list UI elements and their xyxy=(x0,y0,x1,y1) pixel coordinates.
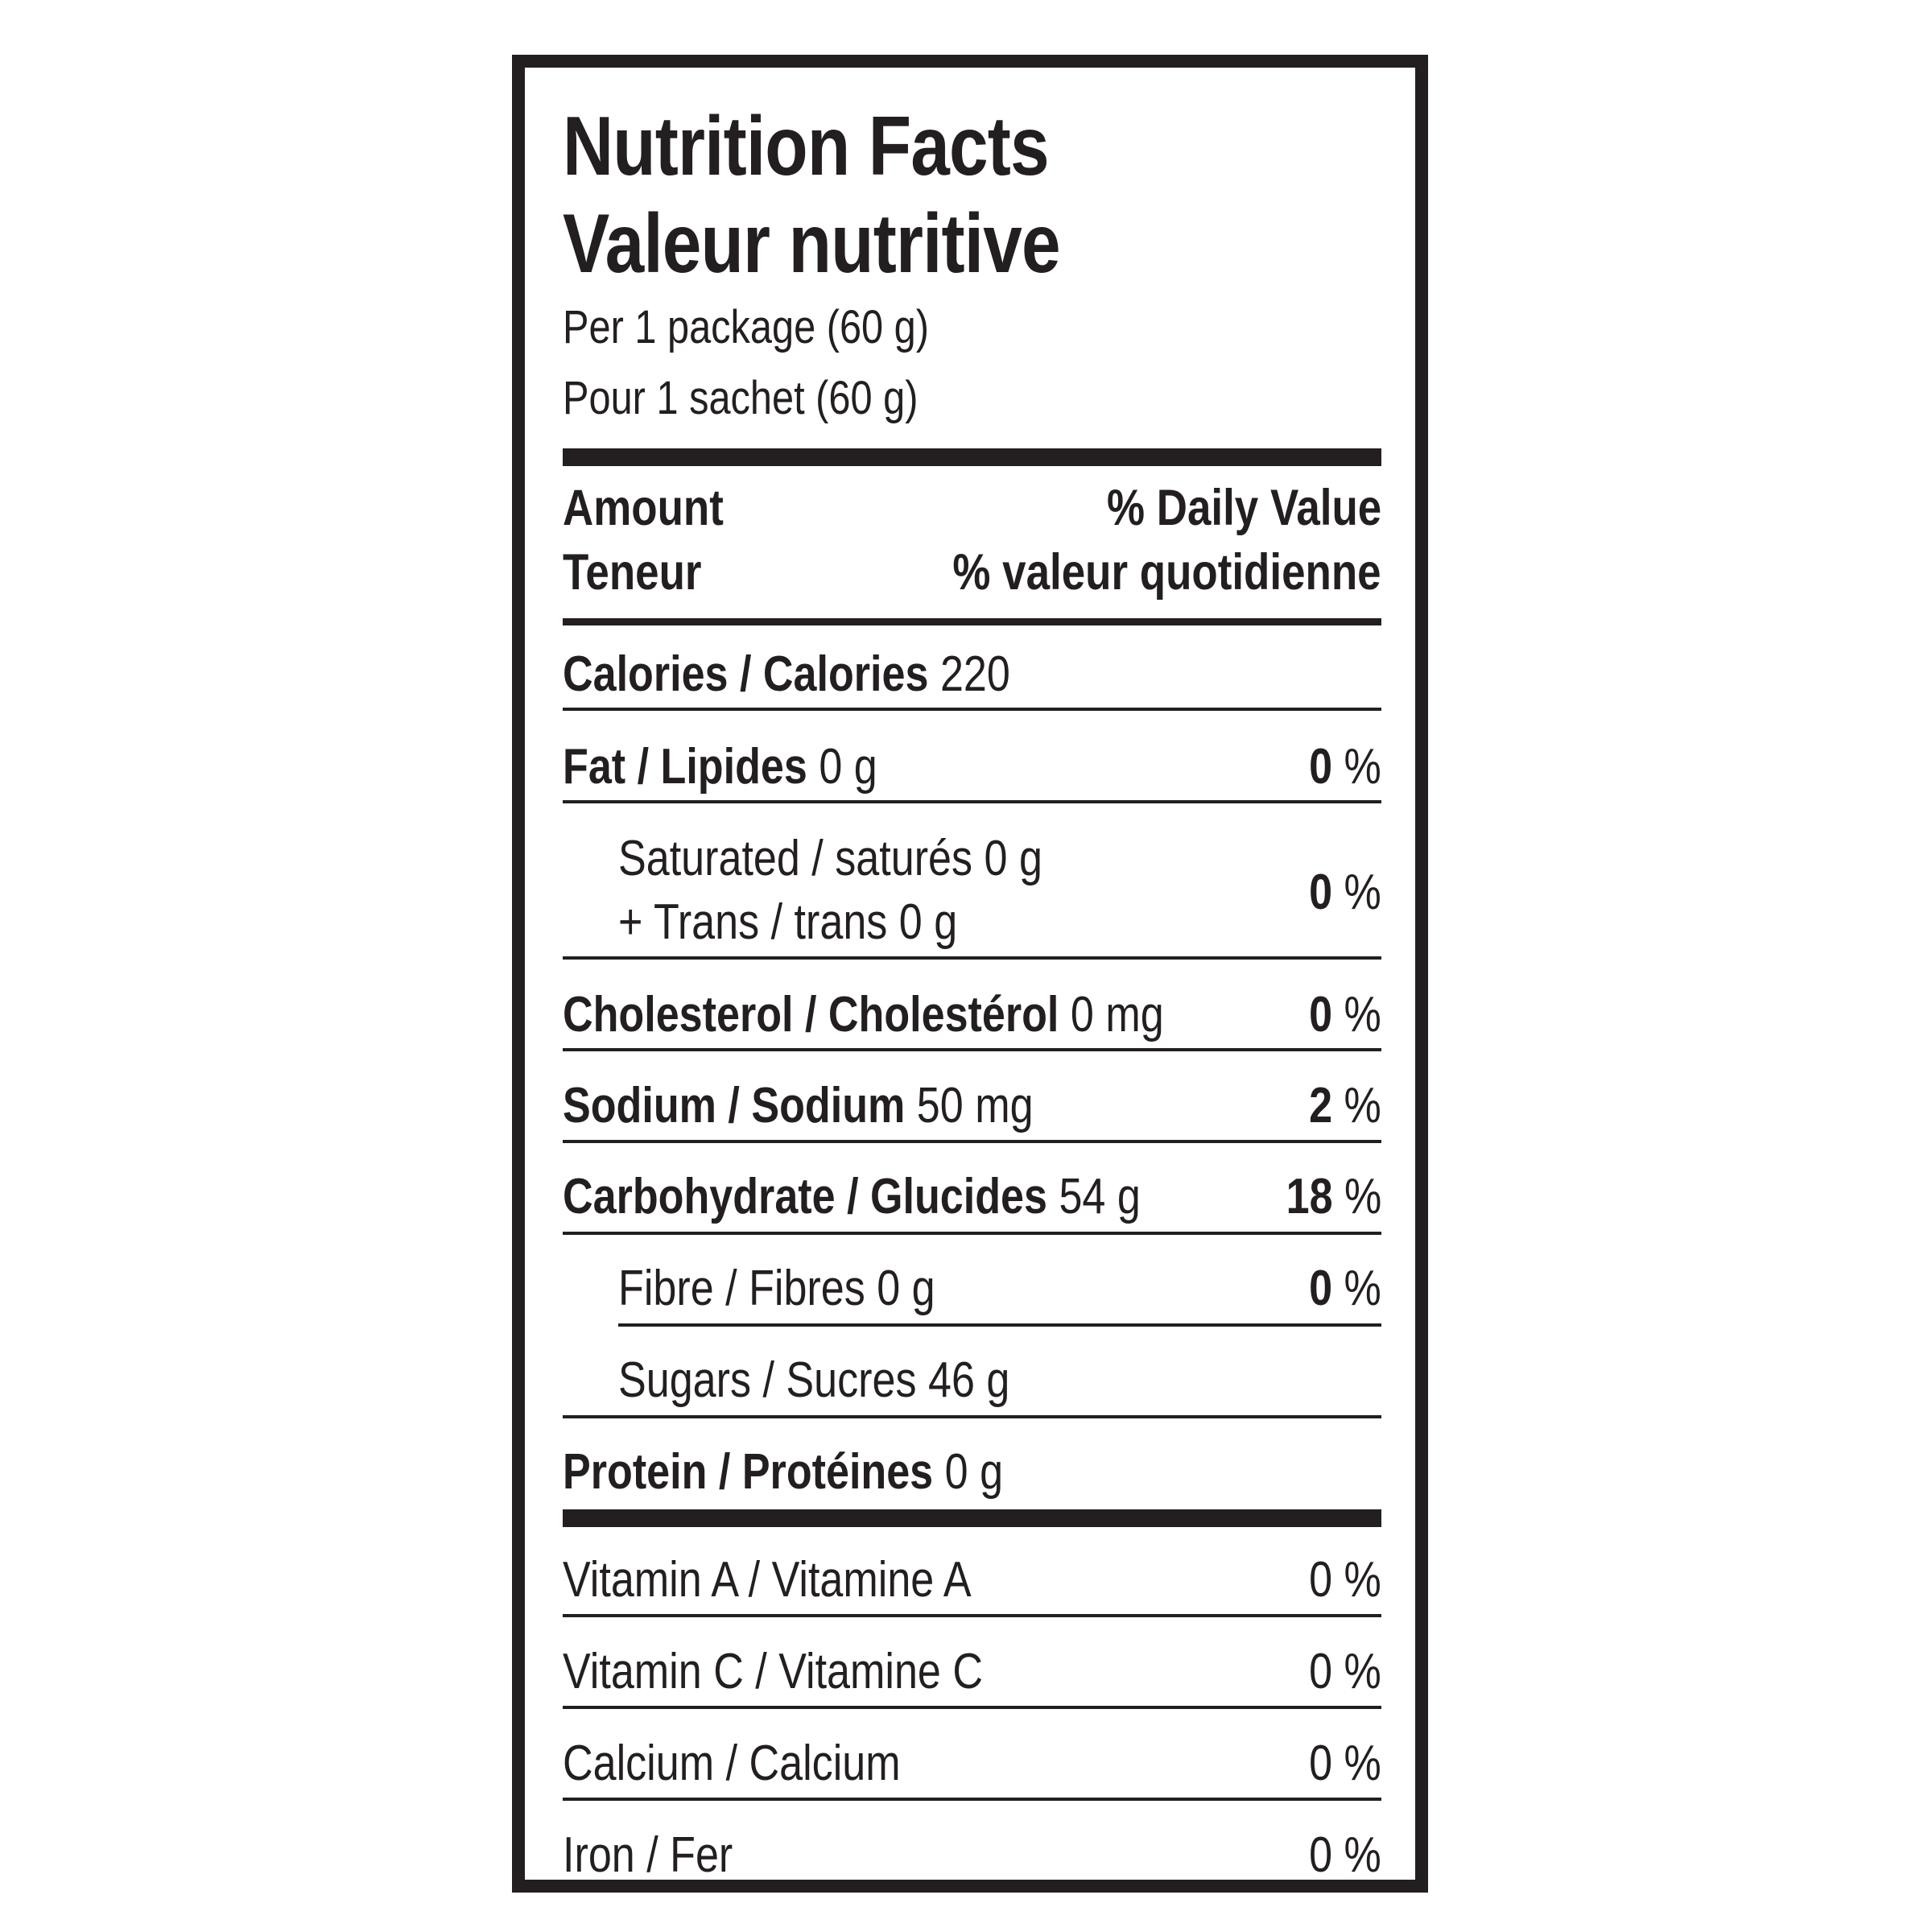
row-divider xyxy=(563,1232,1381,1235)
daily-value-header-fr: % valeur quotidienne xyxy=(952,544,1381,601)
protein-row: Protein / Protéines 0 g xyxy=(563,1447,1003,1497)
sodium-amount: 50 mg xyxy=(916,1078,1034,1133)
nutrition-facts-panel: Nutrition Facts Valeur nutritive Per 1 p… xyxy=(512,55,1428,1893)
row-divider xyxy=(563,800,1381,803)
serving-size-en: Per 1 package (60 g) xyxy=(563,301,929,353)
medium-divider xyxy=(563,618,1381,625)
vitamin-c-label: Vitamin C / Vitamine C xyxy=(563,1644,983,1699)
vitamin-a-daily-value: 0 % xyxy=(1309,1552,1381,1608)
calories-row: Calories / Calories 220 xyxy=(563,650,1010,700)
iron-label: Iron / Fer xyxy=(563,1827,733,1883)
cholesterol-label: Cholesterol / Cholestérol xyxy=(563,987,1059,1042)
calcium-daily-value: 0 % xyxy=(1309,1736,1381,1791)
calories-value: 220 xyxy=(939,646,1010,702)
amount-header-fr: Teneur xyxy=(563,544,702,601)
cholesterol-row: Cholesterol / Cholestérol 0 mg xyxy=(563,990,1164,1040)
row-divider xyxy=(563,1614,1381,1617)
fat-amount: 0 g xyxy=(819,739,877,795)
sodium-row: Sodium / Sodium 50 mg xyxy=(563,1081,1034,1131)
vitamin-a-label: Vitamin A / Vitamine A xyxy=(563,1552,972,1608)
carbohydrate-amount: 54 g xyxy=(1059,1169,1141,1224)
row-divider xyxy=(563,1798,1381,1801)
carbohydrate-label: Carbohydrate / Glucides xyxy=(563,1169,1047,1224)
iron-daily-value: 0 % xyxy=(1309,1827,1381,1883)
calcium-label: Calcium / Calcium xyxy=(563,1736,901,1791)
fat-row: Fat / Lipides 0 g xyxy=(563,742,877,792)
serving-size-fr: Pour 1 sachet (60 g) xyxy=(563,372,919,424)
row-divider xyxy=(563,1706,1381,1709)
fat-label: Fat / Lipides xyxy=(563,739,807,795)
trans-fat-line: + Trans / trans 0 g xyxy=(618,894,958,950)
fat-daily-value: 0 % xyxy=(1309,739,1381,795)
protein-label: Protein / Protéines xyxy=(563,1444,934,1500)
row-divider xyxy=(563,1415,1381,1418)
cholesterol-daily-value: 0 % xyxy=(1309,987,1381,1042)
amount-header-en: Amount xyxy=(563,480,724,536)
saturated-trans-daily-value: 0 % xyxy=(1309,865,1381,920)
thick-divider xyxy=(563,448,1381,466)
row-divider xyxy=(563,1048,1381,1051)
row-divider xyxy=(563,956,1381,960)
row-divider xyxy=(563,708,1381,711)
sodium-daily-value: 2 % xyxy=(1309,1078,1381,1133)
saturated-fat-line: Saturated / saturés 0 g xyxy=(618,831,1042,886)
carbohydrate-daily-value: 18 % xyxy=(1286,1169,1381,1224)
daily-value-header-en: % Daily Value xyxy=(1106,480,1381,536)
row-divider xyxy=(563,1140,1381,1143)
title-fr: Valeur nutritive xyxy=(563,197,1061,291)
vitamin-c-daily-value: 0 % xyxy=(1309,1644,1381,1699)
carbohydrate-row: Carbohydrate / Glucides 54 g xyxy=(563,1172,1141,1222)
protein-amount: 0 g xyxy=(944,1444,1004,1500)
title-en: Nutrition Facts xyxy=(563,100,1050,193)
fibre-daily-value: 0 % xyxy=(1309,1261,1381,1316)
fibre-row: Fibre / Fibres 0 g xyxy=(618,1261,935,1316)
sodium-label: Sodium / Sodium xyxy=(563,1078,906,1133)
row-divider xyxy=(618,1323,1381,1327)
calories-label: Calories / Calories xyxy=(563,646,929,702)
thick-divider xyxy=(563,1509,1381,1527)
cholesterol-amount: 0 mg xyxy=(1070,987,1164,1042)
sugars-row: Sugars / Sucres 46 g xyxy=(618,1352,1010,1408)
